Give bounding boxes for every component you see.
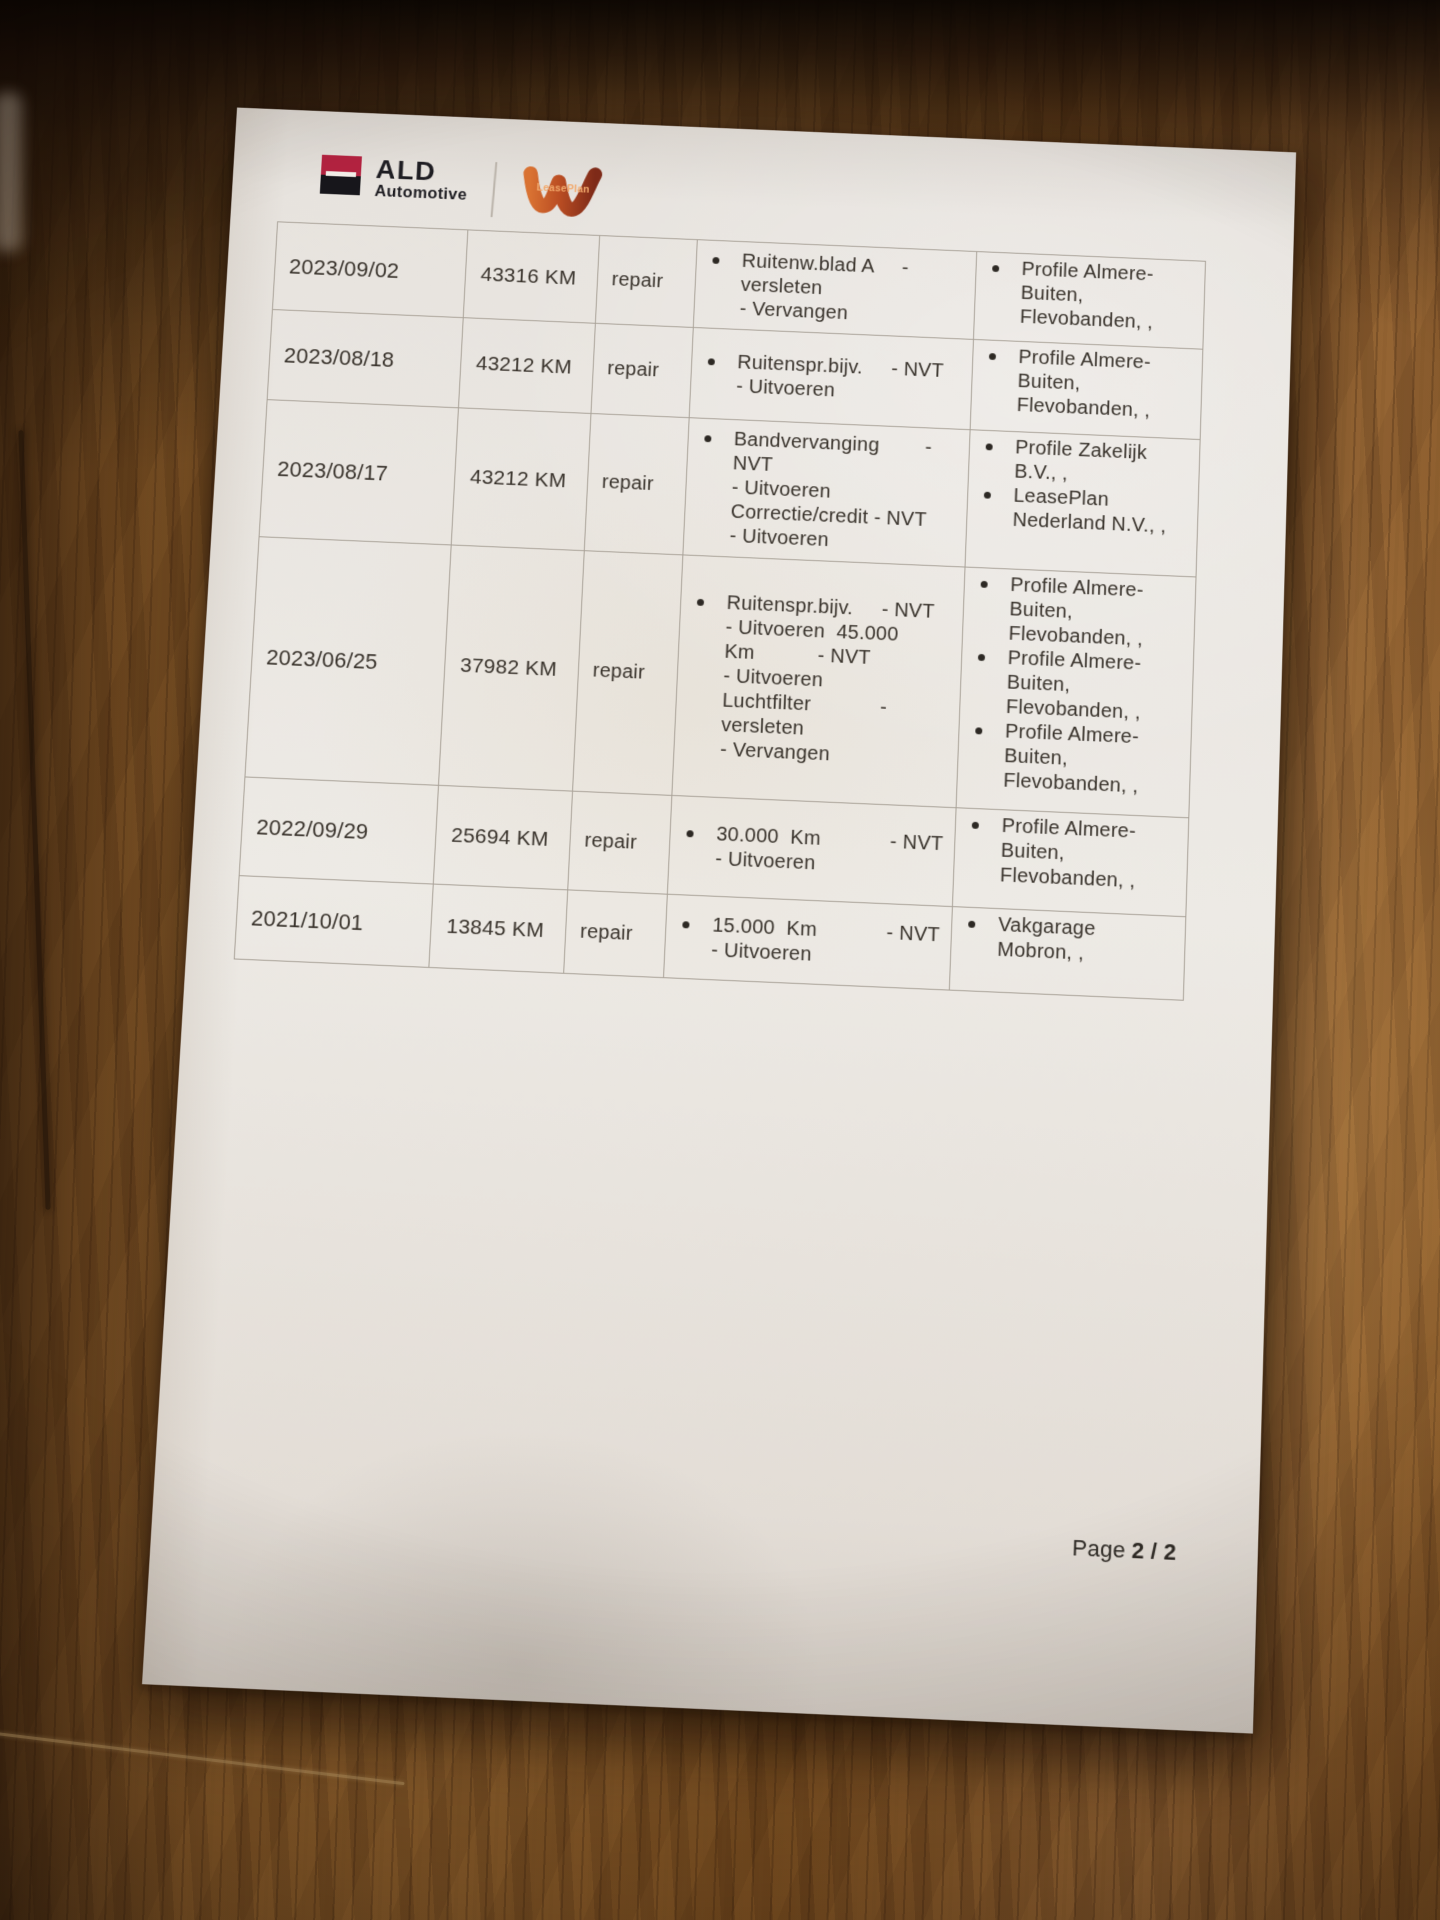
supplier-cell: Profile Zakelijk B.V., , LeasePlan Nederlan… [966,430,1200,576]
date-cell: 2023/09/02 [272,222,469,318]
bullet-icon [686,829,694,837]
work-description-cell: Ruitenspr.bijv. - NVT - Uitvoeren [689,327,974,430]
ald-subtitle: Automotive [374,182,468,204]
mileage-cell: 37982 KM [439,545,585,791]
work-description-cell: Ruitenw.blad A - versleten - Vervangen [693,240,978,339]
bullet-icon [696,598,705,606]
work-description-cell: 15.000 Km - NVT - Uitvoeren [664,894,953,990]
date-cell: 2023/06/25 [245,537,452,785]
maintenance-history-table: 2023/09/02 43316 KM repair Ruitenw.blad … [233,221,1207,1001]
page-value: 2 / 2 [1131,1537,1177,1566]
service-type-cell: repair [591,323,694,418]
bullet-icon [682,920,690,928]
bullet-icon [968,920,976,928]
date-cell: 2023/08/17 [259,400,459,545]
printed-document-sheet: ALD Automotive [142,107,1297,1734]
supplier-cell: Profile Almere- Buiten, Flevobanden, , [971,340,1203,439]
ald-title: ALD [375,154,438,187]
bulleted-entry: Vakgarage Mobron, , [951,911,1183,971]
work-description-cell: Ruitenspr.bijv. - NVT - Uitvoeren 45.000 K… [672,555,966,808]
service-type-cell: repair [573,551,684,795]
supplier-cell: Profile Almere- Buiten, Flevobanden, , [953,808,1188,916]
bulleted-entry: LeasePlan Nederland N.V., , [967,482,1196,540]
bulleted-entry: Profile Almere- Buiten, Flevobanden, , [963,571,1194,654]
bullet-icon [975,727,983,735]
logo-divider [490,162,498,218]
mileage-cell: 43316 KM [463,230,601,323]
bulleted-entry: 30.000 Km - NVT - Uitvoeren [669,820,953,882]
mileage-cell: 43212 KM [458,318,596,414]
ald-wordmark: ALD Automotive [374,154,469,205]
table-edge-highlight [0,92,22,252]
ald-logo-icon [319,154,362,196]
bulleted-entry: Profile Almere- Buiten, Flevobanden, , [957,718,1189,802]
supplier-cell: Profile Almere- Buiten, Flevobanden, , Prof… [957,568,1196,818]
bullet-icon [712,257,720,264]
document-header: ALD Automotive [319,154,610,222]
work-description-cell: 30.000 Km - NVT - Uitvoeren [667,795,957,907]
leaseplan-logo-icon: LeasePlan [517,159,610,222]
bulleted-entry: Profile Almere- Buiten, Flevobanden, , [954,812,1186,896]
bullet-icon [707,357,715,365]
page-label: Page [1071,1534,1126,1563]
date-cell: 2023/08/18 [267,310,464,408]
supplier-cell: Vakgarage Mobron, , [950,907,1185,1000]
leaseplan-label: LeasePlan [536,182,591,196]
bulleted-entry: Profile Almere- Buiten, Flevobanden, , [960,644,1191,727]
document-content: ALD Automotive [142,108,1296,1734]
bulleted-entry: Ruitenw.blad A - versleten - Vervangen [694,248,974,331]
service-type-cell: repair [584,413,690,555]
bullet-icon [985,443,993,451]
date-cell: 2021/10/01 [234,876,434,967]
bullet-icon [983,491,991,499]
bullet-icon [988,353,997,361]
service-type-cell: repair [564,890,668,978]
bulleted-entry: Profile Almere- Buiten, Flevobanden, , [971,344,1200,426]
bulleted-entry: 15.000 Km - NVT - Uitvoeren [665,911,949,973]
ald-logo-bar [325,171,357,178]
date-cell: 2022/09/29 [239,777,439,884]
mileage-cell: 43212 KM [451,408,592,551]
service-type-cell: repair [568,791,673,894]
page-number: Page 2 / 2 [1072,1535,1177,1566]
bulleted-entry: Ruitenspr.bijv. - NVT - Uitvoeren [691,349,971,409]
mileage-cell: 25694 KM [433,785,574,890]
bullet-icon [980,580,988,588]
work-description-cell: Bandvervanging - NVT - Uitvoeren Correctie/… [683,418,971,567]
bullet-icon [704,435,712,443]
bullet-icon [977,653,986,662]
table-row: 2023/06/25 37982 KM repair Ruitenspr.bij… [245,537,1196,819]
bullet-icon [992,265,1000,273]
mileage-cell: 13845 KM [429,884,569,973]
supplier-cell: Profile Almere- Buiten, Flevobanden, , [974,252,1205,349]
bulleted-entry: Bandvervanging - NVT - Uitvoeren Correctie/… [684,426,968,559]
service-type-cell: repair [595,235,698,328]
bulleted-entry: Profile Almere- Buiten, Flevobanden, , [974,256,1203,337]
bullet-icon [971,821,979,829]
bulleted-entry: Ruitenspr.bijv. - NVT - Uitvoeren 45.000 K… [674,589,961,772]
